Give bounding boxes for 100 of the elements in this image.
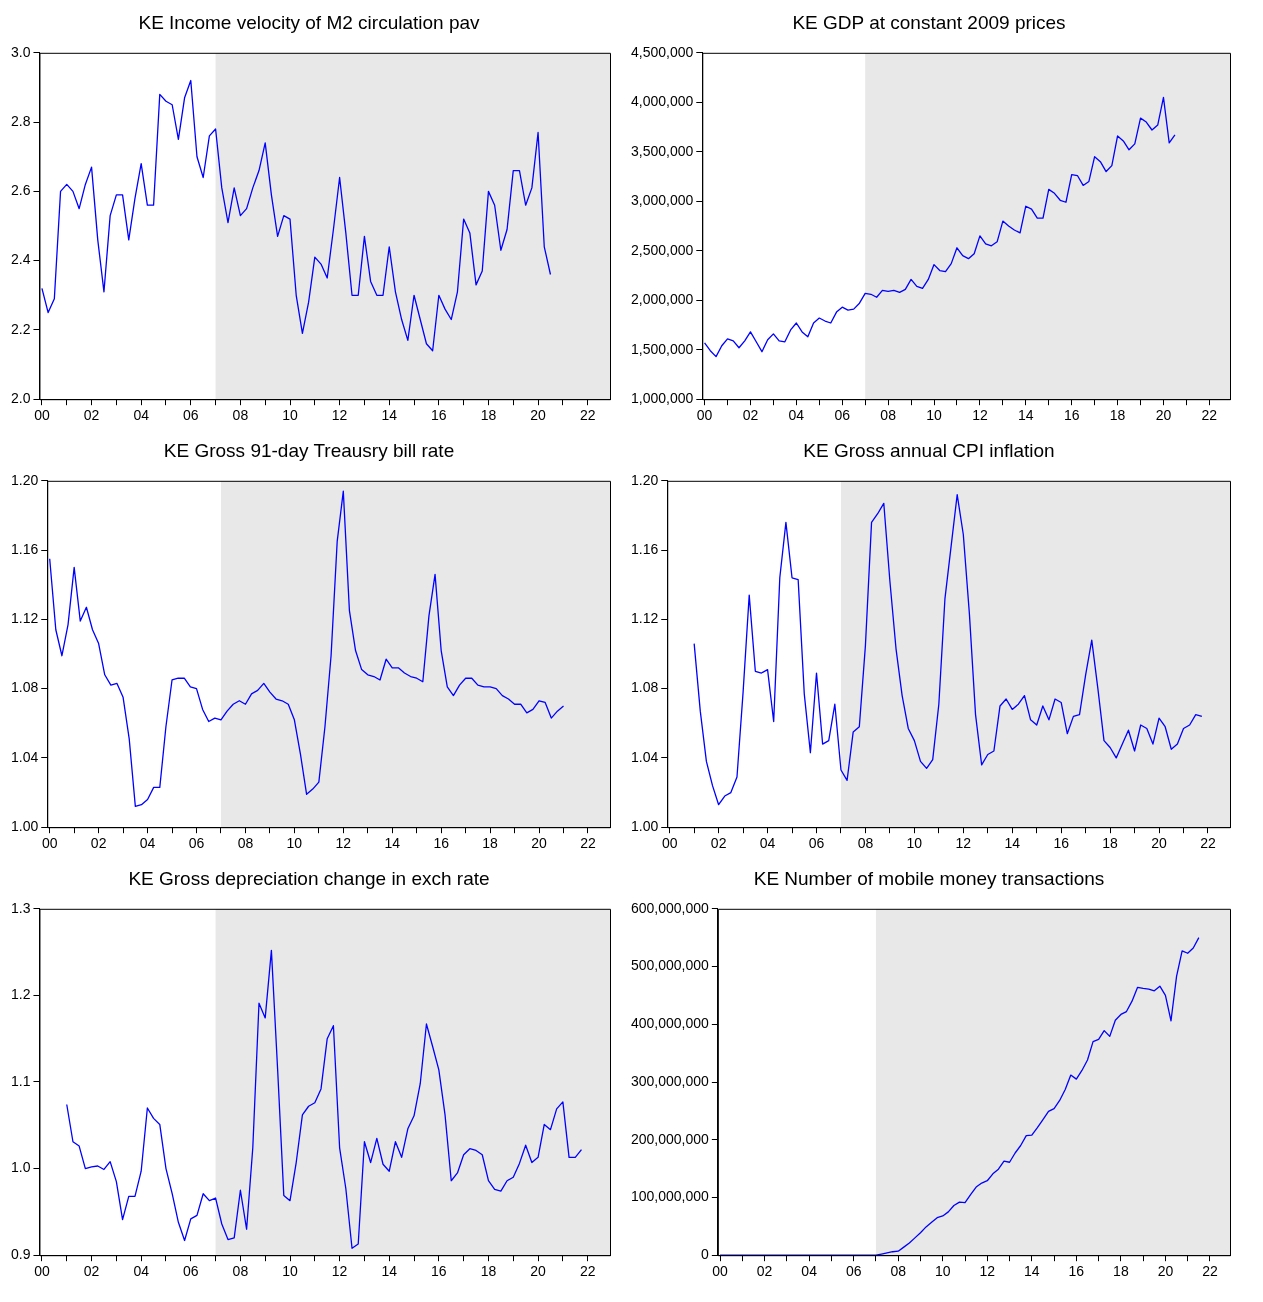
x-tick-label: 10 (926, 407, 943, 424)
x-tick-label: 00 (34, 1263, 50, 1280)
x-tick-label: 12 (972, 407, 988, 424)
x-tick-label: 02 (756, 1263, 773, 1280)
y-tick-label: 2.2 (10, 320, 31, 337)
y-tick-label: 2.6 (10, 182, 31, 199)
x-tick-label: 12 (955, 835, 972, 852)
y-tick-label: 2,000,000 (630, 291, 694, 308)
x-tick-label: 20 (530, 407, 547, 424)
y-tick-label: 2.0 (10, 390, 31, 407)
x-tick-label: 00 (712, 1263, 729, 1280)
x-tick-label: 10 (282, 407, 298, 424)
y-tick-label: 1.1 (10, 1072, 31, 1089)
x-tick-label: 08 (880, 407, 897, 424)
chart-title: KE GDP at constant 2009 prices (792, 11, 1066, 33)
y-tick-label: 3.0 (10, 43, 31, 60)
x-tick-label: 18 (480, 407, 497, 424)
x-tick-label: 08 (232, 1263, 249, 1280)
x-tick-label: 06 (845, 1263, 862, 1280)
y-tick-label: 1.2 (10, 986, 31, 1003)
x-tick-label: 04 (801, 1263, 818, 1280)
x-tick-label: 20 (531, 835, 548, 852)
x-tick-label: 02 (742, 407, 759, 424)
y-tick-label: 100,000,000 (631, 1188, 710, 1205)
x-tick-label: 00 (34, 407, 50, 424)
y-tick-label: 1.00 (631, 818, 659, 835)
y-tick-label: 4,500,000 (630, 43, 694, 60)
x-tick-label: 18 (480, 1263, 497, 1280)
x-tick-label: 22 (580, 835, 596, 852)
x-tick-label: 08 (857, 835, 874, 852)
x-tick-label: 00 (661, 835, 678, 852)
x-tick-label: 14 (1018, 407, 1034, 424)
y-tick-label: 1,000,000 (630, 390, 694, 407)
x-tick-label: 10 (286, 835, 303, 852)
y-tick-label: 1.16 (631, 540, 659, 557)
chart-title: KE Number of mobile money transactions (753, 867, 1105, 889)
y-tick-label: 1.04 (11, 748, 39, 765)
x-tick-label: 16 (431, 407, 447, 424)
x-tick-label: 06 (182, 1263, 199, 1280)
x-tick-label: 06 (808, 835, 825, 852)
x-tick-label: 10 (906, 835, 923, 852)
x-tick-label: 00 (41, 835, 58, 852)
x-tick-label: 02 (83, 407, 100, 424)
x-tick-label: 20 (1157, 1263, 1174, 1280)
y-tick-label: 0 (701, 1246, 710, 1263)
x-tick-label: 00 (696, 407, 713, 424)
x-tick-label: 04 (139, 835, 156, 852)
x-tick-label: 22 (1201, 407, 1218, 424)
x-tick-label: 12 (979, 1263, 996, 1280)
x-tick-label: 04 (788, 407, 805, 424)
x-tick-label: 06 (834, 407, 851, 424)
y-tick-label: 400,000,000 (631, 1015, 710, 1032)
x-tick-label: 02 (710, 835, 727, 852)
y-tick-label: 1.12 (11, 610, 39, 627)
y-tick-label: 200,000,000 (631, 1130, 710, 1147)
x-tick-label: 06 (182, 407, 199, 424)
chart-title: KE Gross 91-day Treausry bill rate (163, 439, 455, 461)
x-tick-label: 08 (237, 835, 254, 852)
x-tick-label: 10 (282, 1263, 298, 1280)
x-tick-label: 16 (1068, 1263, 1085, 1280)
y-tick-label: 600,000,000 (631, 899, 710, 916)
y-tick-label: 1.04 (631, 748, 659, 765)
y-tick-label: 1.0 (10, 1159, 31, 1176)
x-tick-label: 22 (1200, 835, 1216, 852)
x-tick-label: 02 (90, 835, 107, 852)
x-tick-label: 12 (331, 1263, 348, 1280)
x-tick-label: 16 (431, 1263, 447, 1280)
x-tick-label: 16 (1063, 407, 1080, 424)
y-tick-label: 3,000,000 (630, 192, 694, 209)
y-tick-label: 3,500,000 (630, 142, 694, 159)
x-tick-label: 18 (482, 835, 499, 852)
x-tick-label: 04 (759, 835, 776, 852)
y-tick-label: 4,000,000 (630, 93, 694, 110)
chart-title: KE Income velocity of M2 circulation pav (138, 11, 481, 33)
x-tick-label: 04 (133, 1263, 150, 1280)
y-tick-label: 300,000,000 (631, 1072, 710, 1089)
x-tick-label: 22 (1202, 1263, 1218, 1280)
x-tick-label: 08 (890, 1263, 907, 1280)
x-tick-label: 16 (1053, 835, 1070, 852)
chart-title: KE Gross depreciation change in exch rate (128, 867, 490, 889)
y-tick-label: 1.08 (631, 679, 659, 696)
x-tick-label: 08 (232, 407, 249, 424)
y-tick-label: 1.3 (10, 899, 31, 916)
x-tick-label: 20 (530, 1263, 547, 1280)
y-tick-label: 500,000,000 (631, 957, 710, 974)
x-tick-label: 10 (934, 1263, 951, 1280)
chart-title: KE Gross annual CPI inflation (803, 439, 1055, 461)
x-tick-label: 16 (433, 835, 450, 852)
x-tick-label: 22 (579, 407, 596, 424)
x-tick-label: 18 (1109, 407, 1126, 424)
y-tick-label: 1.08 (11, 679, 39, 696)
x-tick-label: 20 (1151, 835, 1168, 852)
x-tick-label: 20 (1155, 407, 1172, 424)
x-tick-label: 14 (384, 835, 401, 852)
x-tick-label: 22 (579, 1263, 596, 1280)
x-tick-label: 14 (381, 1263, 398, 1280)
x-tick-label: 12 (331, 407, 348, 424)
x-tick-label: 04 (133, 407, 150, 424)
y-tick-label: 1.12 (631, 610, 659, 627)
y-tick-label: 2.8 (10, 112, 31, 129)
